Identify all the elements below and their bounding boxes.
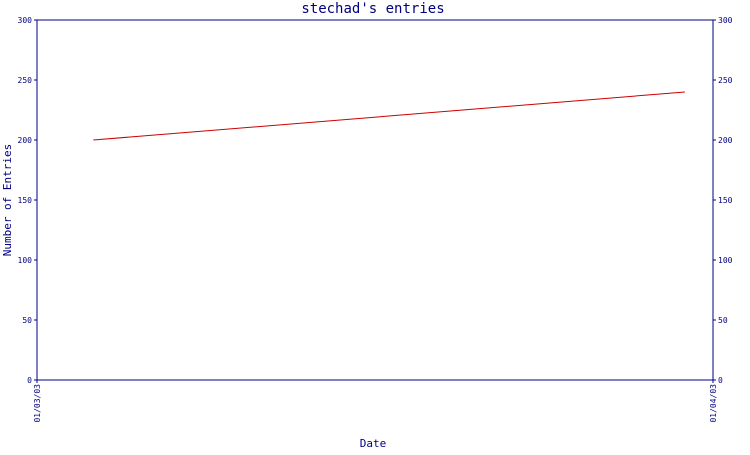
chart-title: stechad's entries bbox=[301, 1, 444, 17]
y-tick-label-right-2: 100 bbox=[718, 256, 733, 265]
y-tick-label-right-3: 150 bbox=[718, 196, 733, 205]
y-tick-label-left-3: 150 bbox=[18, 196, 33, 205]
y-axis-label: Number of Entries bbox=[1, 144, 14, 257]
y-tick-label-left-2: 100 bbox=[18, 256, 33, 265]
y-tick-label-left-0: 0 bbox=[27, 376, 32, 385]
series-line-0 bbox=[93, 91, 685, 141]
y-tick-label-right-1: 50 bbox=[718, 316, 728, 325]
x-tick-label-0: 01/03/03 bbox=[33, 384, 42, 423]
x-axis-label: Date bbox=[360, 437, 387, 450]
y-tick-label-right-5: 250 bbox=[718, 76, 733, 85]
x-axis-ticks: 01/03/03 01/04/03 bbox=[33, 380, 718, 423]
series-layer bbox=[93, 91, 685, 141]
y-tick-label-left-1: 50 bbox=[22, 316, 32, 325]
y-tick-label-right-0: 0 bbox=[718, 376, 723, 385]
y-axis-ticks: 0 0 50 50 100 100 150 150 200 200 250 250 300 300 bbox=[18, 16, 733, 385]
y-tick-label-left-5: 250 bbox=[18, 76, 33, 85]
x-tick-label-1: 01/04/03 bbox=[709, 384, 718, 423]
y-tick-label-left-4: 200 bbox=[18, 136, 33, 145]
y-tick-label-left-6: 300 bbox=[18, 16, 33, 25]
y-tick-label-right-4: 200 bbox=[718, 136, 733, 145]
plot-frame bbox=[36, 19, 714, 381]
y-tick-label-right-6: 300 bbox=[718, 16, 733, 25]
